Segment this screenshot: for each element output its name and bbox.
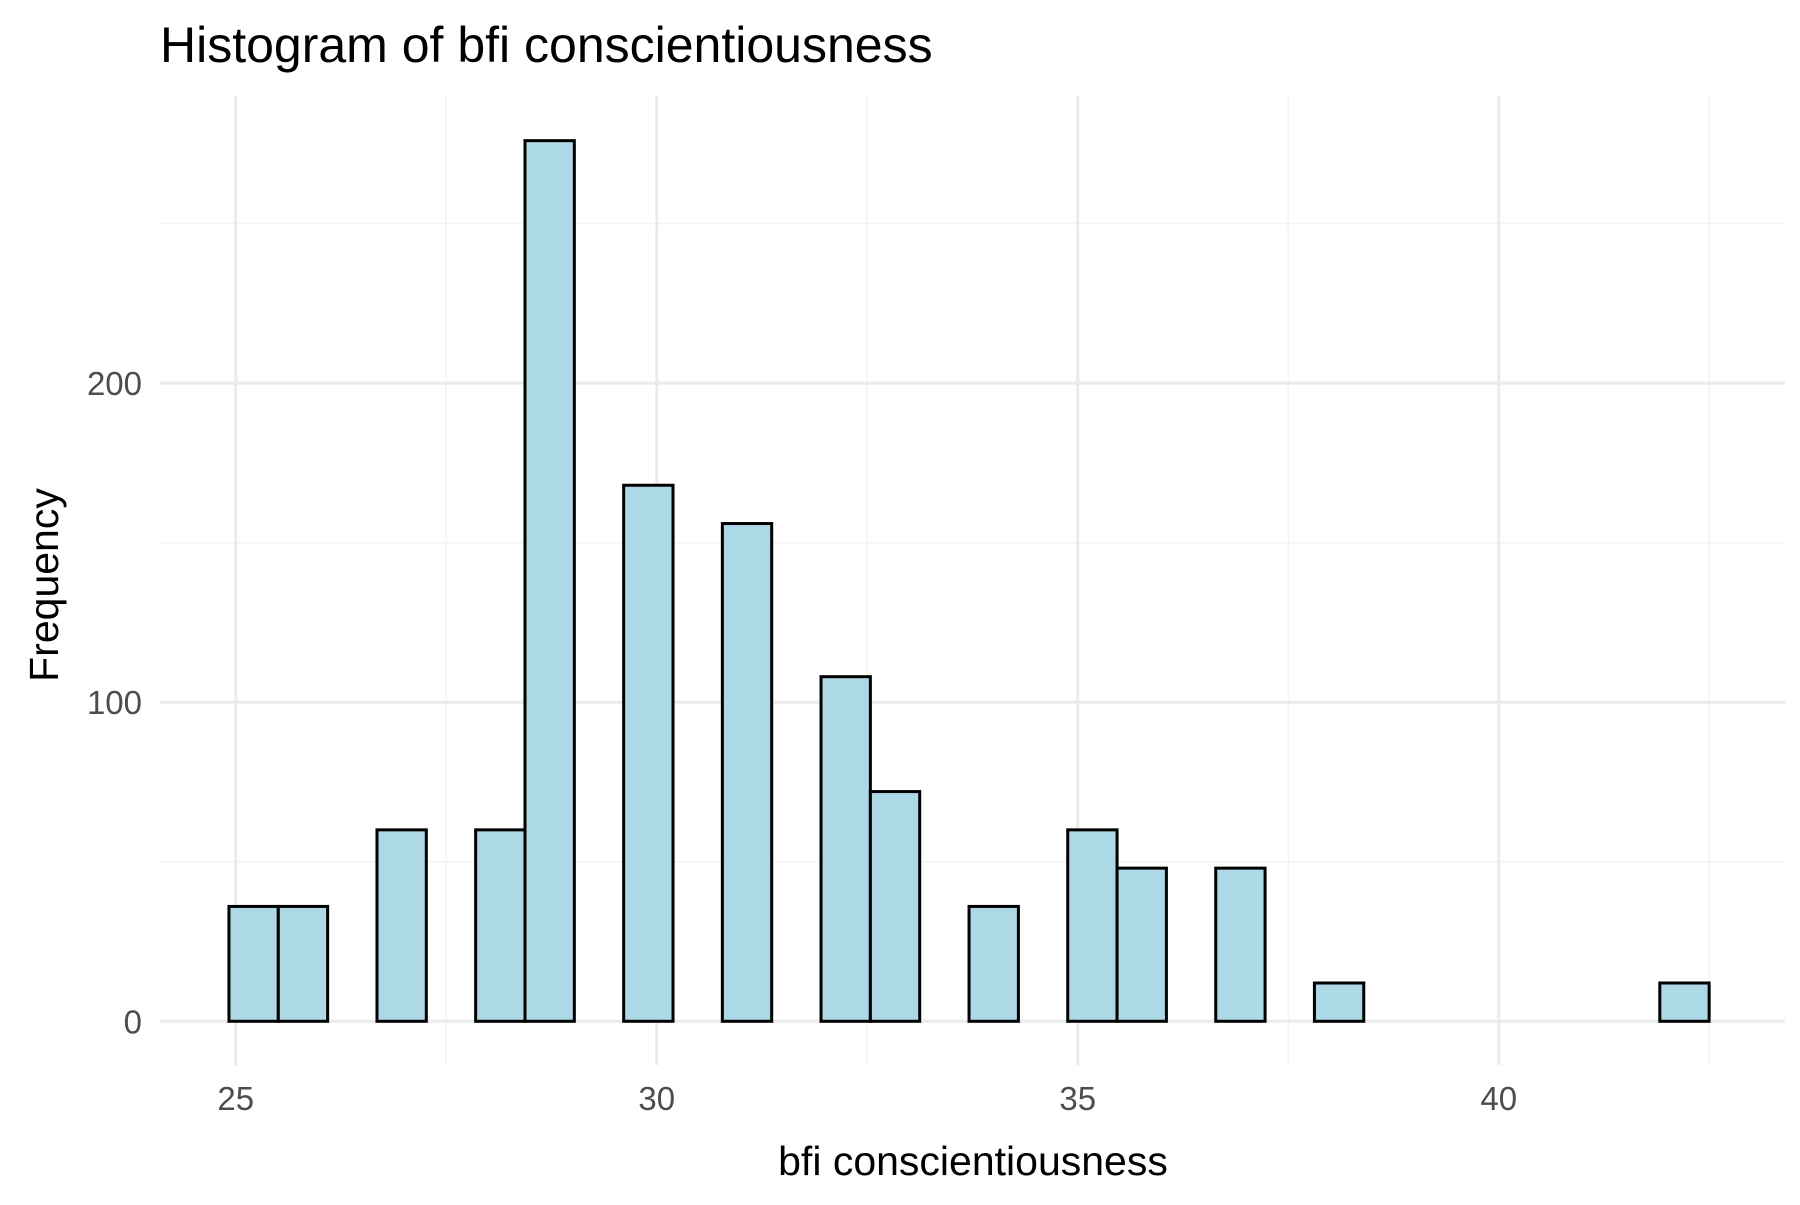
y-tick-label: 0 (124, 1003, 142, 1040)
x-axis-title: bfi conscientiousness (778, 1138, 1168, 1184)
tick-label-layer: 25 30 35 40 0 100 200 (87, 365, 1517, 1117)
x-tick-label: 40 (1480, 1080, 1517, 1117)
histogram-bar (276, 904, 330, 1023)
histogram-bar (474, 828, 527, 1023)
histogram-bar (227, 904, 280, 1023)
y-tick-label: 200 (87, 365, 142, 402)
x-tick-label: 30 (638, 1080, 675, 1117)
histogram-bar (1658, 981, 1711, 1023)
chart-title: Histogram of bfi conscientiousness (160, 17, 933, 73)
histogram-bar (1214, 866, 1267, 1023)
y-axis-title: Frequency (21, 488, 67, 682)
x-tick-label: 35 (1059, 1080, 1096, 1117)
histogram-bar (1115, 866, 1168, 1023)
histogram-bar (1312, 981, 1366, 1023)
histogram-bar (523, 139, 576, 1023)
histogram-bar (720, 522, 774, 1023)
bar-layer (227, 139, 1711, 1023)
histogram-bar (967, 904, 1020, 1023)
x-tick-label: 25 (217, 1080, 254, 1117)
histogram-bar (1066, 828, 1119, 1023)
y-tick-label: 100 (87, 684, 142, 721)
grid-layer (160, 96, 1785, 1065)
histogram-bar (622, 483, 675, 1023)
histogram-bar (868, 790, 922, 1023)
histogram-bar (819, 675, 872, 1023)
histogram-bar (375, 828, 428, 1023)
